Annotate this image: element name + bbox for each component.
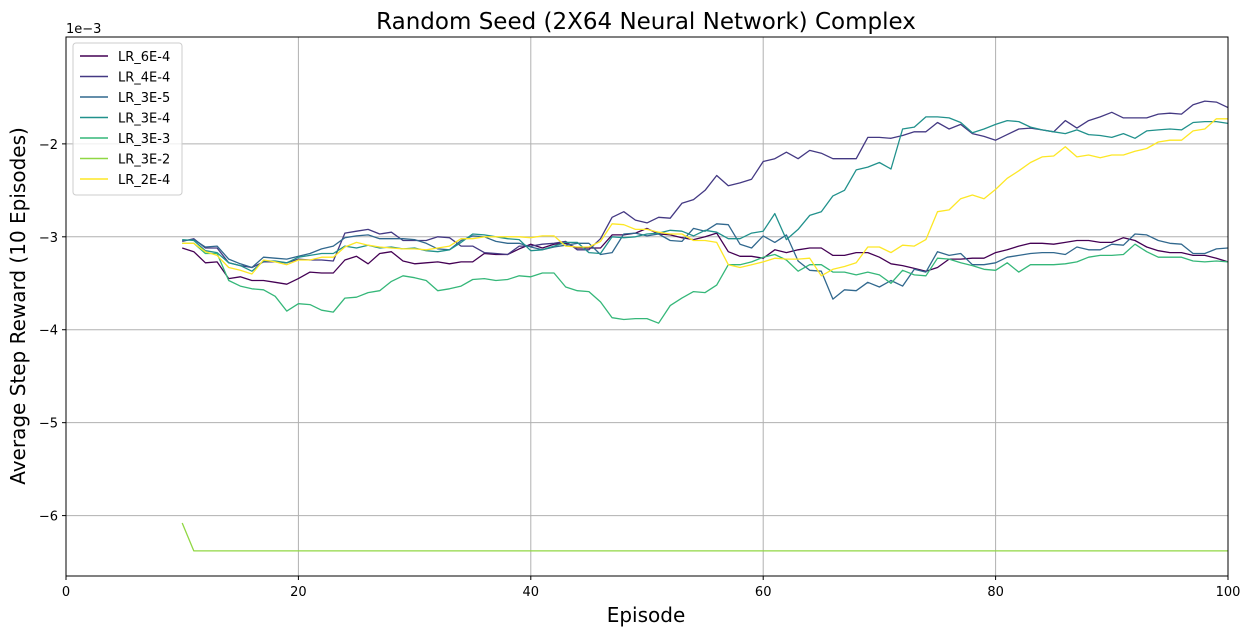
chart-title: Random Seed (2X64 Neural Network) Comple… [376,9,916,35]
y-axis: −2 −3 −4 −5 −6 [39,138,66,525]
legend-label: LR_4E-4 [118,71,170,86]
legend-box [72,42,183,196]
x-tick-label: 20 [290,585,307,600]
x-axis: 0 20 40 60 80 100 [62,576,1241,600]
x-tick-label: 40 [523,585,540,600]
y-tick-label: −5 [39,417,58,432]
legend-label: LR_3E-5 [118,91,170,106]
x-tick-label: 80 [987,585,1004,600]
legend: LR_6E-4 LR_4E-4 LR_3E-5 LR_3E-4 LR_3E-3 LR_3E… [72,42,183,196]
y-axis-title: Average Step Reward (10 Episodes) [6,127,30,485]
series-line-lr_3e-3 [182,242,1229,324]
x-axis-title: Episode [607,603,686,627]
y-tick-label: −6 [39,510,58,525]
legend-label: LR_3E-4 [118,112,170,127]
legend-label: LR_6E-4 [118,50,170,65]
y-tick-label: −3 [39,231,58,246]
legend-label: LR_3E-3 [118,132,170,147]
legend-label: LR_2E-4 [118,173,170,188]
y-tick-label: −4 [39,324,58,339]
series-line-lr_6e-4 [182,227,1229,285]
series-line-lr_3e-4 [182,116,1229,272]
y-tick-label: −2 [39,138,58,153]
x-tick-label: 100 [1216,585,1241,600]
series-line-lr_2e-4 [182,118,1228,277]
series-line-lr_3e-5 [182,223,1229,300]
legend-label: LR_3E-2 [118,153,170,168]
x-tick-label: 60 [755,585,772,600]
series-layer [181,100,1229,552]
grid-lines [66,37,1228,576]
x-tick-label: 0 [62,585,70,600]
y-offset-label: 1e−3 [66,22,101,37]
series-line-lr_3e-2 [181,522,1228,552]
plot-frame [65,36,1229,577]
